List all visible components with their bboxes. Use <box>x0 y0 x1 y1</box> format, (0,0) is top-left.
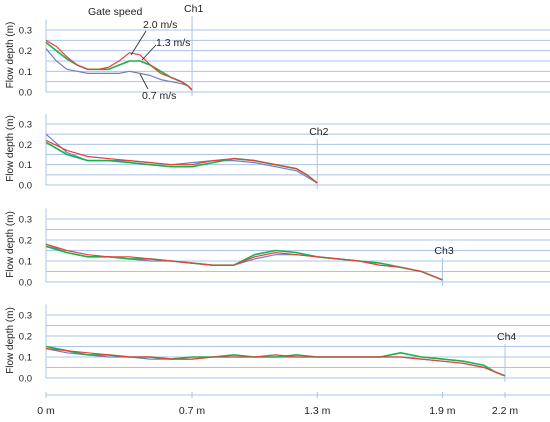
series-line-20 <box>45 139 318 184</box>
legend-annotations: Gate speed 2.0 m/s 1.3 m/s 0.7 m/s <box>88 6 190 102</box>
x-tick-label: 1.9 m <box>429 405 456 417</box>
series-line-13 <box>45 141 318 184</box>
y-tick-label: 0.3 <box>19 26 32 37</box>
series-line-13 <box>45 41 193 91</box>
x-axis: 0 m 0.7 m 1.3 m 1.9 m 2.2 m <box>37 392 550 417</box>
legend-leader-0-7 <box>139 73 149 90</box>
y-tick-label: 0.3 <box>19 120 32 131</box>
channel-label: Ch3 <box>434 245 453 257</box>
series-line-20 <box>45 243 443 281</box>
y-tick-label: 0.1 <box>19 353 32 364</box>
y-axis-label: Flow depth (m) <box>5 211 16 278</box>
series-line-07 <box>45 133 318 184</box>
series-line-13 <box>45 345 506 377</box>
x-tick-label: 0.7 m <box>179 405 206 417</box>
legend-leader-2-0 <box>130 30 147 56</box>
series-line-20 <box>45 348 506 377</box>
series-line-07 <box>45 243 443 281</box>
channel-label: Ch1 <box>184 3 203 15</box>
legend-label-2-0: 2.0 m/s <box>143 19 177 31</box>
series-line-07 <box>45 348 506 377</box>
y-axis-label: Flow depth (m) <box>5 307 16 374</box>
legend-label-1-3: 1.3 m/s <box>156 37 190 49</box>
legend-leader-1-3 <box>141 44 157 61</box>
y-axis-label: Flow depth (m) <box>5 22 16 89</box>
y-tick-label: 0.1 <box>19 257 32 268</box>
y-tick-label: 0.1 <box>19 67 32 78</box>
series-line-13 <box>45 245 443 281</box>
y-tick-label: 0.1 <box>19 160 32 171</box>
channel-label: Ch2 <box>309 126 328 138</box>
y-tick-label: 0.0 <box>19 374 32 385</box>
y-tick-label: 0.2 <box>19 140 32 151</box>
series-line-20 <box>45 39 193 91</box>
legend-title: Gate speed <box>88 6 142 18</box>
x-tick-label: 1.3 m <box>304 405 331 417</box>
channel-label: Ch4 <box>497 331 516 343</box>
series-line-07 <box>45 48 193 91</box>
y-tick-label: 0.0 <box>19 181 32 192</box>
x-tick-label: 0 m <box>37 405 55 417</box>
y-tick-label: 0.0 <box>19 278 32 289</box>
legend-label-0-7: 0.7 m/s <box>142 90 176 102</box>
y-tick-label: 0.3 <box>19 215 32 226</box>
x-tick-label: 2.2 m <box>492 405 519 417</box>
y-tick-label: 0.0 <box>19 88 32 99</box>
y-tick-label: 0.2 <box>19 332 32 343</box>
y-tick-label: 0.2 <box>19 236 32 247</box>
y-axis-label: Flow depth (m) <box>5 115 16 182</box>
y-tick-label: 0.3 <box>19 311 32 322</box>
y-tick-label: 0.2 <box>19 46 32 57</box>
